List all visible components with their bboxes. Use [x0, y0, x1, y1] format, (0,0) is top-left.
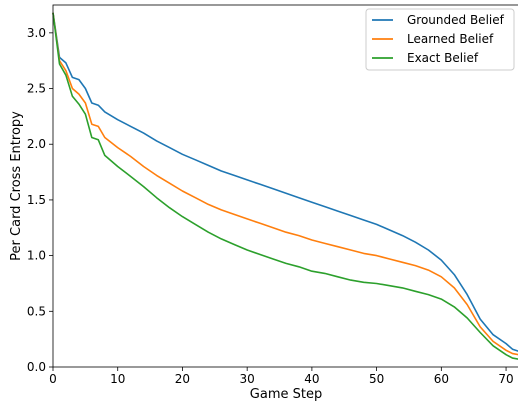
x-tick-label: 0: [49, 372, 57, 386]
y-tick-label: 0.5: [27, 304, 46, 318]
y-tick-label: 2.0: [27, 137, 46, 151]
x-tick-label: 10: [110, 372, 125, 386]
x-tick-label: 50: [369, 372, 384, 386]
legend-label: Exact Belief: [407, 51, 479, 65]
ticks: 0 10 20 30 40 50 60 70 0.0 0.5 1.0 1.5 2.0 2.5 3.0: [27, 26, 514, 386]
y-axis-label: Per Card Cross Entropy: [9, 111, 24, 261]
axes: [52, 4, 518, 368]
x-tick-label: 70: [498, 372, 513, 386]
plot-frame: [52, 4, 518, 368]
x-tick-label: 60: [434, 372, 449, 386]
y-tick-label: 3.0: [27, 26, 46, 40]
legend: Grounded Belief Learned Belief Exact Belie…: [365, 8, 515, 71]
x-axis-label: Game Step: [250, 387, 322, 402]
y-tick-label: 2.5: [27, 82, 46, 96]
y-tick-label: 1.5: [27, 193, 46, 207]
legend-label: Learned Belief: [407, 32, 494, 46]
legend-box: [365, 8, 515, 71]
x-tick-label: 30: [240, 372, 255, 386]
y-tick-label: 0.0: [27, 360, 46, 374]
x-tick-label: 40: [304, 372, 319, 386]
x-tick-label: 20: [175, 372, 190, 386]
series-line-3: [52, 12, 518, 360]
y-tick-label: 1.0: [27, 249, 46, 263]
legend-label: Grounded Belief: [407, 13, 505, 27]
plot-lines: [52, 12, 518, 360]
series-line-1: [52, 12, 518, 352]
series-line-2: [52, 12, 518, 356]
